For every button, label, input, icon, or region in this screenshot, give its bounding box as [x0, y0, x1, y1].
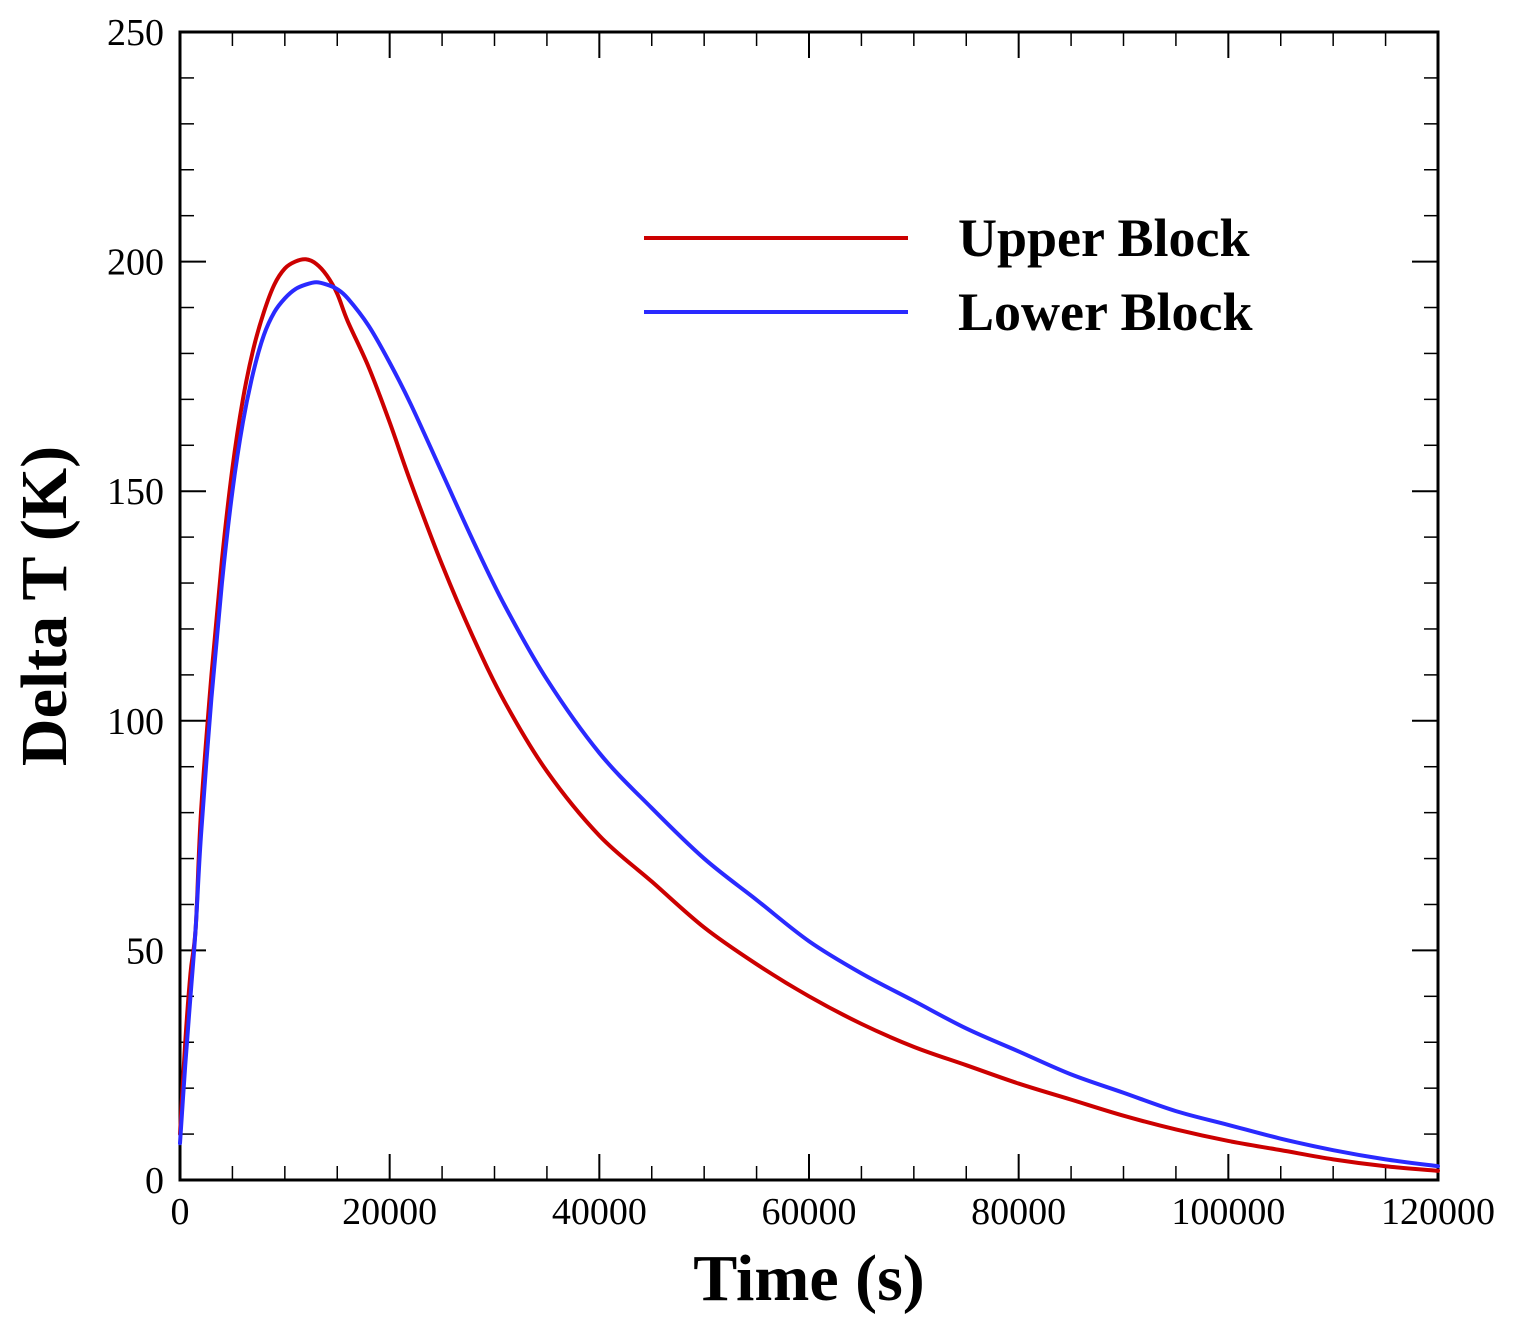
x-tick-label: 120000 [1381, 1191, 1495, 1233]
y-tick-label: 100 [107, 701, 164, 743]
legend-label-lower-block: Lower Block [958, 282, 1253, 342]
y-tick-label: 50 [126, 930, 164, 972]
x-tick-label: 40000 [552, 1191, 647, 1233]
x-tick-label: 20000 [342, 1191, 437, 1233]
axis-tick-labels: 0 20000 40000 60000 80000 100000 120000 0 50 100 1… [107, 12, 1495, 1233]
plot-frame [178, 30, 1440, 1182]
series-line-lower-block [178, 280, 1440, 1169]
y-tick-label: 0 [145, 1160, 164, 1202]
y-tick-label: 150 [107, 471, 164, 513]
y-tick-label: 200 [107, 242, 164, 284]
series-line-upper-block [178, 257, 1440, 1173]
series-lines [178, 257, 1440, 1173]
legend-label-upper-block: Upper Block [958, 208, 1250, 268]
y-tick-label: 250 [107, 12, 164, 54]
axis-ticks [179, 31, 1439, 1181]
x-tick-label: 100000 [1171, 1191, 1285, 1233]
x-tick-label: 80000 [971, 1191, 1066, 1233]
x-tick-label: 60000 [762, 1191, 857, 1233]
x-axis-title: Time (s) [693, 1242, 925, 1315]
legend: Upper Block Lower Block [644, 208, 1253, 342]
x-tick-label: 0 [171, 1191, 190, 1233]
y-axis-title: Delta T (K) [8, 446, 81, 766]
